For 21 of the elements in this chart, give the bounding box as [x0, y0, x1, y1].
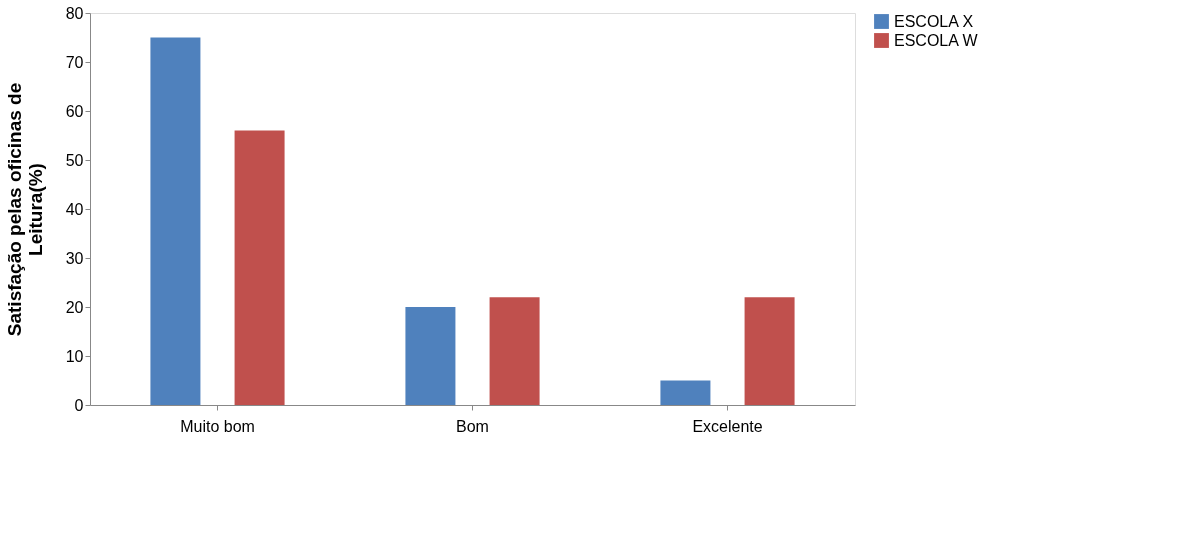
- y-tick-label: 30: [65, 249, 84, 267]
- bar: [489, 297, 540, 405]
- x-tick-label: Excelente: [692, 417, 763, 435]
- y-tick-label: 20: [65, 298, 84, 316]
- y-tick-label: 0: [74, 396, 84, 414]
- y-tick-label: 10: [65, 347, 84, 365]
- y-tick-label: 70: [65, 53, 84, 71]
- x-tick-label: Muito bom: [180, 417, 255, 435]
- bar: [150, 37, 201, 405]
- x-tick-label: Bom: [456, 417, 489, 435]
- bar: [405, 307, 456, 405]
- legend-label: ESCOLA W: [894, 31, 979, 49]
- bar: [744, 297, 795, 405]
- y-tick-label: 80: [65, 4, 84, 22]
- y-axis-title: Satisfação pelas oficinas de Leitura(%): [3, 82, 46, 337]
- legend-label: ESCOLA X: [894, 12, 974, 30]
- y-tick-label: 40: [65, 200, 84, 218]
- y-tick-label: 60: [65, 102, 84, 120]
- bar: [660, 380, 711, 405]
- y-tick-label: 50: [65, 151, 84, 169]
- bar: [234, 130, 285, 405]
